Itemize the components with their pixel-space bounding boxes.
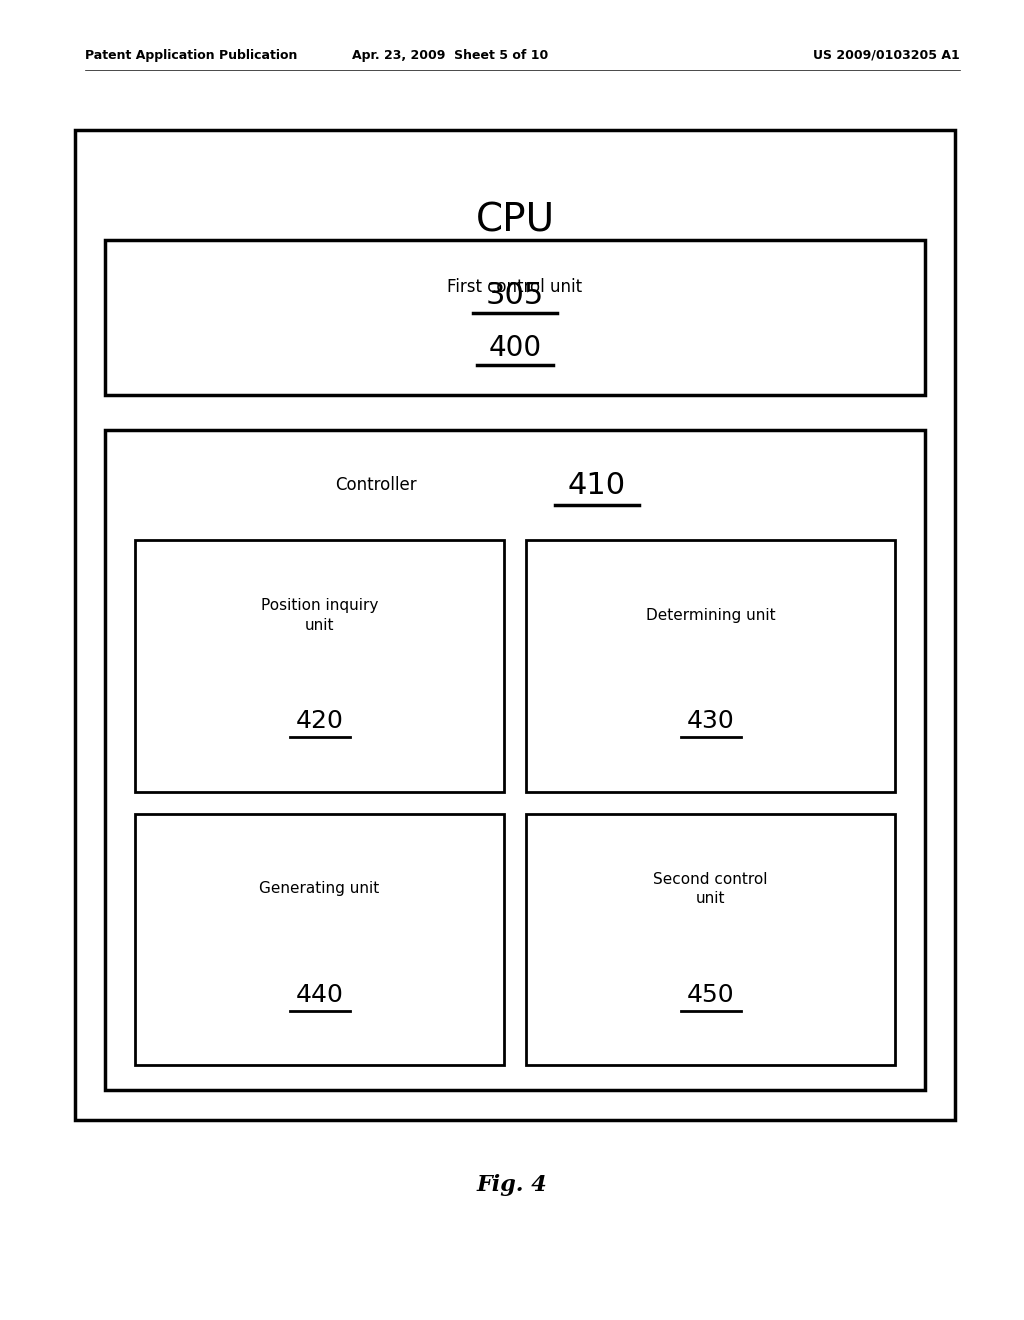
Text: Apr. 23, 2009  Sheet 5 of 10: Apr. 23, 2009 Sheet 5 of 10 — [352, 49, 548, 62]
Text: 410: 410 — [568, 470, 626, 499]
Text: US 2009/0103205 A1: US 2009/0103205 A1 — [813, 49, 961, 62]
Bar — [105, 430, 925, 1090]
Text: 305: 305 — [485, 281, 544, 309]
Bar — [135, 540, 504, 792]
Text: 430: 430 — [687, 709, 734, 733]
Bar — [75, 129, 955, 1119]
Text: Determining unit: Determining unit — [646, 609, 775, 623]
Text: Controller: Controller — [335, 477, 417, 494]
Bar — [526, 540, 895, 792]
Text: Patent Application Publication: Patent Application Publication — [85, 49, 297, 62]
Text: Second control
unit: Second control unit — [653, 871, 768, 907]
Text: 450: 450 — [687, 982, 734, 1007]
Text: Position inquiry
unit: Position inquiry unit — [261, 598, 378, 632]
Text: 400: 400 — [488, 334, 542, 362]
Bar — [526, 813, 895, 1065]
Text: 440: 440 — [296, 982, 343, 1007]
Text: CPU: CPU — [475, 201, 555, 239]
Text: 420: 420 — [296, 709, 343, 733]
Text: First control unit: First control unit — [447, 279, 583, 296]
Bar — [135, 813, 504, 1065]
Bar — [105, 240, 925, 395]
Text: Generating unit: Generating unit — [259, 882, 380, 896]
Text: Fig. 4: Fig. 4 — [476, 1173, 548, 1196]
